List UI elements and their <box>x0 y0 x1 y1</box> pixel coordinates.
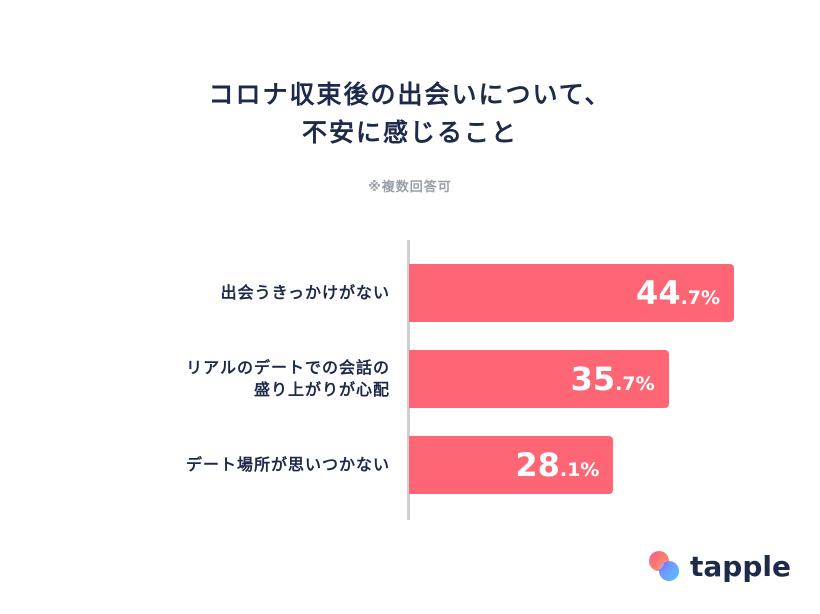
category-label: デート場所が思いつかない <box>186 454 390 476</box>
category-label-line: 出会うきっかけがない <box>220 283 390 302</box>
category-label: 出会うきっかけがない <box>221 282 390 304</box>
multiple-answers-note: ※複数回答可 <box>368 180 452 195</box>
bar: 35.7% <box>409 350 669 408</box>
tapple-logo: tapple <box>646 546 791 586</box>
category-label-line: 盛り上がりが心配 <box>253 380 390 399</box>
chart-title-line-2: 不安に感じること <box>301 118 518 147</box>
chart-title-line-1: コロナ収束後の出会いについて、 <box>208 80 612 109</box>
logo-text: tapple <box>690 549 791 583</box>
category-label-line: デート場所が思いつかない <box>185 455 390 474</box>
category-label: リアルのデートでの会話の盛り上がりが心配 <box>186 357 390 401</box>
data-label: 35.7% <box>570 360 655 398</box>
tapple-logo-icon <box>649 551 679 581</box>
axis-baseline <box>407 240 410 520</box>
bar: 44.7% <box>409 264 735 322</box>
data-label: 28.1% <box>515 446 600 484</box>
bar: 28.1% <box>409 436 614 494</box>
category-label-line: リアルのデートでの会話の <box>186 358 390 377</box>
chart-title: コロナ収束後の出会いについて、 不安に感じること <box>0 76 820 152</box>
data-label: 44.7% <box>636 274 721 312</box>
